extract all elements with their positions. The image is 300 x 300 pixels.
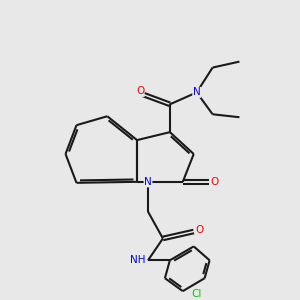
Text: N: N [193,87,201,98]
Text: Cl: Cl [191,289,202,299]
Text: O: O [211,177,219,187]
Text: O: O [136,86,144,96]
Text: O: O [196,225,204,235]
Text: NH: NH [130,255,145,265]
Text: N: N [144,177,152,187]
